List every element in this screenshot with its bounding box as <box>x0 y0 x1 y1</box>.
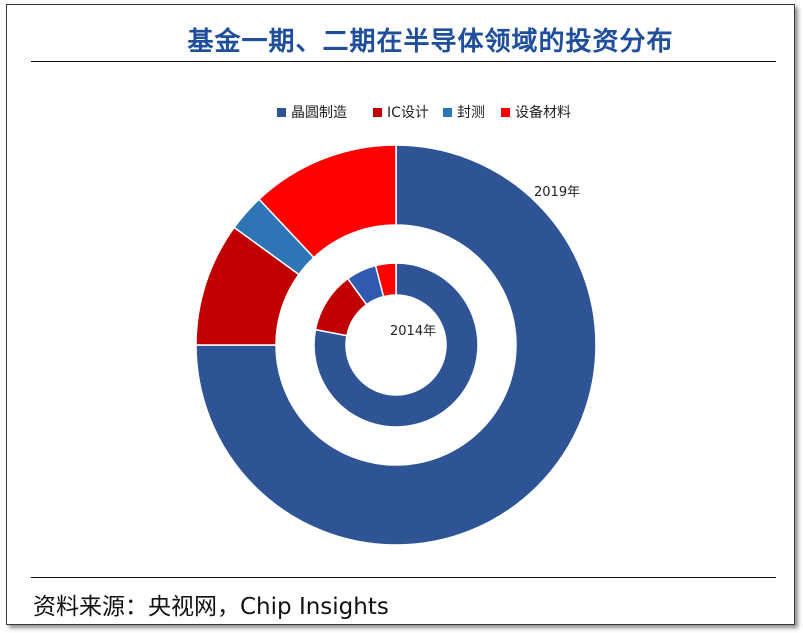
legend-swatch-1 <box>373 108 382 117</box>
legend-label-1: IC设计 <box>387 105 429 121</box>
chart-frame: 基金一期、二期在半导体领域的投资分布 晶圆制造 IC设计 封测 设备材料 2014年 2… <box>6 4 795 625</box>
outer-ring-2019 <box>195 144 597 546</box>
legend-swatch-0 <box>277 108 286 117</box>
legend-item-2: 封测 <box>443 105 485 121</box>
source-note: 资料来源：央视网，Chip Insights <box>33 594 389 620</box>
outer-ring-slice-3 <box>258 144 397 259</box>
source-divider <box>31 577 776 578</box>
legend-label-0: 晶圆制造 <box>291 105 347 121</box>
outer-ring-label: 2019年 <box>534 185 580 200</box>
nested-donut-chart: 晶圆制造 IC设计 封测 设备材料 2014年 2019年 <box>195 104 597 546</box>
legend-swatch-3 <box>501 108 510 117</box>
inner-ring-slice-0 <box>313 262 479 428</box>
inner-ring-slice-3 <box>374 262 397 298</box>
legend-item-0: 晶圆制造 <box>277 105 347 121</box>
legend-label-3: 设备材料 <box>515 104 571 121</box>
inner-ring-label: 2014年 <box>390 324 436 339</box>
legend: 晶圆制造 IC设计 封测 设备材料 <box>277 104 571 121</box>
title-divider <box>31 61 776 62</box>
legend-label-2: 封测 <box>457 105 485 121</box>
legend-item-3: 设备材料 <box>501 104 571 121</box>
inner-ring-2014 <box>313 262 479 428</box>
ring-labels: 2014年 2019年 <box>390 185 580 339</box>
outer-ring-slice-0 <box>195 144 597 546</box>
legend-swatch-2 <box>443 108 452 117</box>
chart-title: 基金一期、二期在半导体领域的投资分布 <box>187 27 674 57</box>
legend-item-1: IC设计 <box>373 105 429 121</box>
